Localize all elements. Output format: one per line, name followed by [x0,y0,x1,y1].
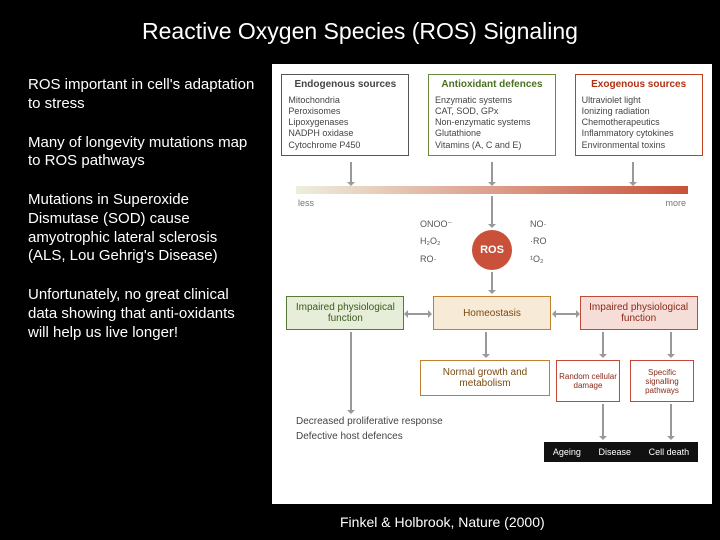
endogenous-item: Cytochrome P450 [288,140,402,151]
arrow-icon [350,332,352,412]
state-impaired-left: Impaired physiological function [286,296,404,330]
scale-label-less: less [298,198,314,208]
outcome-celldeath: Cell death [649,447,690,457]
scale-label-more: more [665,198,686,208]
antioxidant-item: CAT, SOD, GPx [435,106,549,117]
source-exogenous-title: Exogenous sources [582,79,696,92]
endogenous-item: NADPH oxidase [288,128,402,139]
antioxidant-item: Glutathione [435,128,549,139]
antioxidant-item: Vitamins (A, C and E) [435,140,549,151]
arrow-icon [670,332,672,356]
antioxidant-item: Enzymatic systems [435,95,549,106]
endogenous-item: Lipoxygenases [288,117,402,128]
outcome-decreased-1: Decreased proliferative response [296,416,476,427]
arrow-icon [485,332,487,356]
state-row: Impaired physiological function Homeosta… [272,296,712,330]
source-antioxidant-title: Antioxidant defences [435,79,549,92]
arrow-icon [632,162,634,184]
scale-bar [296,186,688,194]
bullet-2: Many of longevity mutations map to ROS p… [28,134,258,172]
ros-diagram: Endogenous sources Mitochondria Peroxiso… [272,64,712,504]
species-label: RO· [420,254,437,264]
source-row: Endogenous sources Mitochondria Peroxiso… [272,74,712,156]
bullet-list: ROS important in cell's adaptation to st… [28,76,258,362]
arrow-icon [602,404,604,438]
species-label: ·RO [530,236,547,246]
double-arrow-icon [554,313,578,315]
outcome-growth: Normal growth and metabolism [420,360,550,396]
outcome-disease: Disease [598,447,631,457]
source-exogenous: Exogenous sources Ultraviolet light Ioni… [575,74,703,156]
source-endogenous-title: Endogenous sources [288,79,402,92]
bullet-1: ROS important in cell's adaptation to st… [28,76,258,114]
arrow-icon [491,196,493,226]
arrow-icon [602,332,604,356]
species-label: H₂O₂ [420,236,441,246]
species-label: ONOO⁻ [420,219,452,230]
bullet-4: Unfortunately, no great clinical data sh… [28,286,258,342]
outcome-bar: Ageing Disease Cell death [544,442,698,462]
arrow-icon [350,162,352,184]
source-antioxidant: Antioxidant defences Enzymatic systems C… [428,74,556,156]
damage-random: Random cellular damage [556,360,620,402]
citation: Finkel & Holbrook, Nature (2000) [340,514,545,530]
ros-node: ROS [472,230,512,270]
state-homeostasis: Homeostasis [433,296,551,330]
exogenous-item: Chemotherapeutics [582,117,696,128]
exogenous-item: Environmental toxins [582,140,696,151]
outcome-decreased: Decreased proliferative response Defecti… [296,416,476,446]
species-label: NO· [530,219,547,229]
outcome-ageing: Ageing [553,447,581,457]
damage-row: Random cellular damage Specific signalli… [556,360,694,402]
species-label: ¹O₂ [530,254,544,264]
damage-signalling: Specific signalling pathways [630,360,694,402]
endogenous-item: Mitochondria [288,95,402,106]
state-impaired-right: Impaired physiological function [580,296,698,330]
endogenous-item: Peroxisomes [288,106,402,117]
bullet-3: Mutations in Superoxide Dismutase (SOD) … [28,191,258,266]
outcome-decreased-2: Defective host defences [296,431,476,442]
arrow-icon [491,272,493,292]
page-title: Reactive Oxygen Species (ROS) Signaling [0,0,720,45]
exogenous-item: Ultraviolet light [582,95,696,106]
double-arrow-icon [406,313,430,315]
exogenous-item: Inflammatory cytokines [582,128,696,139]
source-endogenous: Endogenous sources Mitochondria Peroxiso… [281,74,409,156]
arrow-icon [491,162,493,184]
exogenous-item: Ionizing radiation [582,106,696,117]
antioxidant-item: Non-enzymatic systems [435,117,549,128]
arrow-icon [670,404,672,438]
